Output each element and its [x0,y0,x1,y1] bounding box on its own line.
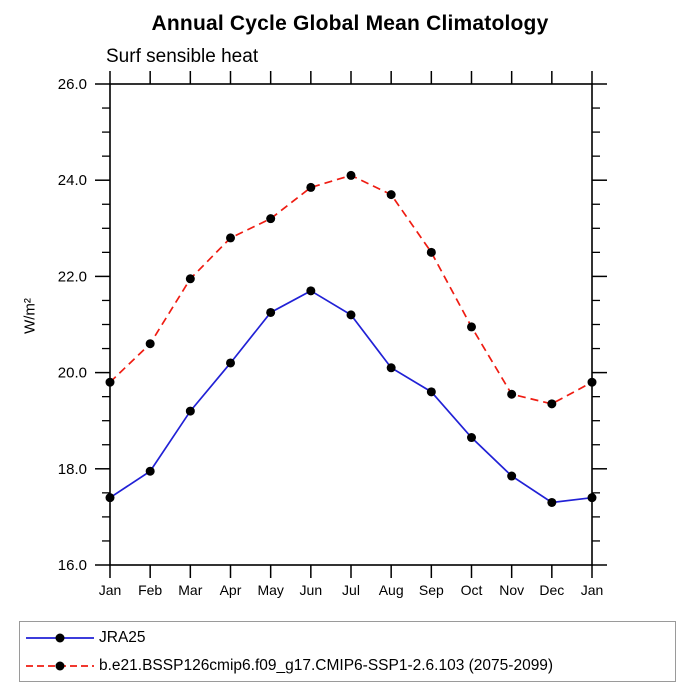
legend-line-sample [26,661,94,670]
data-point-marker [507,389,517,399]
data-point-marker [226,233,235,243]
data-point-marker [145,339,155,349]
data-point-marker [547,497,557,507]
data-point-marker [547,399,557,409]
legend-item: JRA25 [26,624,675,652]
series-line [109,174,593,405]
data-point-marker [386,363,396,373]
y-tick-label: 24.0 [58,172,87,189]
data-point-marker [386,190,396,200]
data-point-marker [467,322,476,332]
y-tick-label: 26.0 [58,76,87,93]
data-point-marker [226,358,235,368]
chart-title: Annual Cycle Global Mean Climatology [151,12,549,35]
data-point-marker [346,170,356,180]
x-tick-label: Feb [138,582,162,598]
data-point-marker [426,247,436,257]
plot-area: 16.0 18.0 20.0 22.0 24.0 26.0 Jan Feb Mar Apr May J… [58,71,607,598]
x-tick-label: Sep [419,582,444,598]
x-tick-label: Dec [539,582,564,598]
legend-line-sample [26,633,94,642]
axis-frame [109,83,593,566]
data-point-marker [105,493,115,503]
data-point-marker [306,182,316,192]
y-tick-label: 18.0 [58,461,87,478]
data-point-marker [426,387,436,397]
x-tick-label: Oct [461,582,483,598]
data-point-marker [185,274,195,284]
data-point-marker [346,310,356,320]
legend-marker-dot [55,633,65,642]
data-point-marker [145,466,155,476]
data-point-marker [266,307,276,317]
x-tick-label: May [257,582,283,598]
data-point-marker [467,433,476,443]
x-tick-label: Jul [342,582,360,598]
x-tick-label: Jan [581,582,604,598]
legend-label: JRA25 [99,628,146,646]
x-tick-label: Jan [99,582,122,598]
data-point-marker [587,377,597,387]
legend-box: JRA25 b.e21.BSSP126cmip6.f09_g17.CMIP6-SS… [19,621,676,682]
data-point-marker [587,493,597,503]
data-point-marker [185,406,195,416]
x-tick-label: Mar [178,582,202,598]
x-tick-label: Aug [379,582,404,598]
chart-subtitle: Surf sensible heat [106,46,259,67]
data-point-marker [507,471,517,481]
data-point-marker [105,377,115,387]
legend-item: b.e21.BSSP126cmip6.f09_g17.CMIP6-SSP1-2.… [26,652,675,680]
data-point-marker [306,286,316,296]
x-tick-label: Apr [220,582,242,598]
legend-label: b.e21.BSSP126cmip6.f09_g17.CMIP6-SSP1-2.… [99,656,554,674]
y-tick-label: 20.0 [58,365,87,382]
y-tick-label: 22.0 [58,268,87,285]
x-tick-label: Nov [499,582,524,598]
x-tick-label: Jun [300,582,323,598]
y-tick-label: 16.0 [58,557,87,574]
legend-marker-dot [55,661,65,670]
data-point-marker [266,214,276,224]
